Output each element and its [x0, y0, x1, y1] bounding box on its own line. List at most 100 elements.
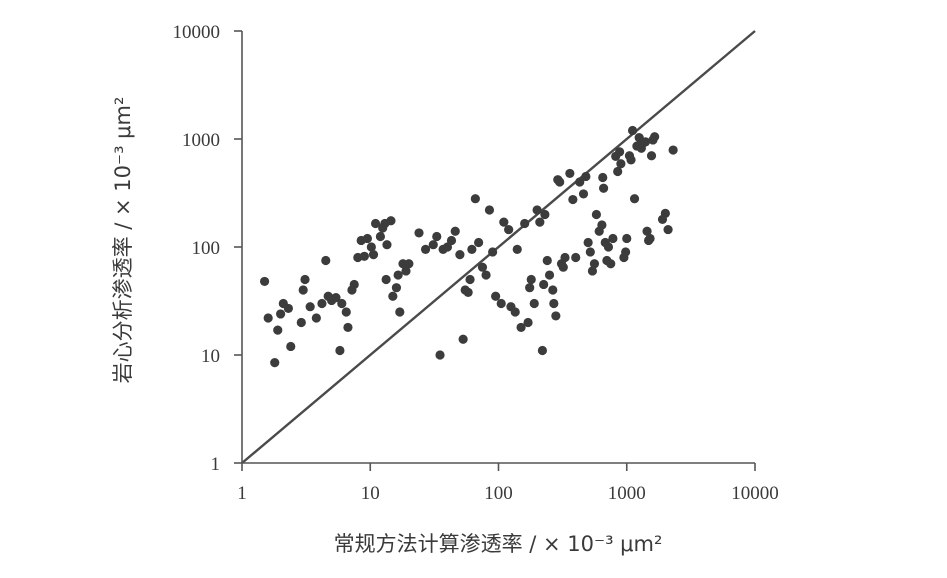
data-point	[298, 285, 308, 295]
x-tick-label: 100	[484, 483, 513, 504]
data-point	[504, 224, 514, 235]
y-tick-label: 10	[201, 346, 220, 367]
data-point	[598, 172, 608, 183]
data-point	[382, 240, 392, 250]
data-point	[458, 334, 468, 344]
data-point	[565, 168, 575, 179]
data-point	[608, 233, 618, 244]
data-point	[401, 266, 411, 276]
data-point	[477, 262, 488, 272]
y-tick-label: 10000	[173, 22, 221, 43]
data-point	[613, 166, 623, 177]
data-point	[542, 255, 552, 266]
y-tick-label: 100	[192, 238, 221, 259]
data-point	[526, 274, 536, 285]
data-point	[335, 345, 345, 356]
x-tick-label: 1000	[608, 483, 646, 504]
data-point	[393, 270, 403, 280]
data-point	[568, 194, 578, 205]
x-tick-label: 1	[237, 483, 247, 504]
data-point	[270, 358, 280, 368]
data-point	[496, 298, 506, 309]
data-point	[337, 298, 347, 309]
data-point	[414, 228, 424, 238]
data-point	[343, 322, 353, 333]
data-point	[581, 171, 591, 182]
data-point	[484, 205, 495, 215]
data-point	[388, 291, 398, 301]
data-point	[491, 291, 501, 301]
data-point	[540, 209, 550, 220]
data-point	[465, 274, 475, 285]
x-axis-ticks: 1 10 100 1000 10000	[237, 463, 779, 504]
data-point	[474, 237, 484, 248]
data-point	[467, 244, 477, 255]
data-point	[642, 226, 652, 236]
data-point	[548, 285, 558, 295]
data-point	[599, 183, 609, 193]
data-point	[321, 255, 331, 266]
data-point	[375, 231, 386, 242]
data-point	[532, 205, 542, 215]
data-point	[286, 341, 296, 352]
data-point	[523, 317, 533, 328]
data-point	[273, 325, 283, 335]
data-point	[381, 274, 391, 285]
data-point	[560, 252, 570, 263]
data-point	[488, 247, 498, 257]
data-point	[551, 311, 561, 321]
data-point	[603, 242, 614, 252]
data-point	[510, 307, 520, 317]
data-point	[349, 279, 359, 290]
data-point	[578, 189, 589, 199]
data-point	[435, 350, 445, 360]
data-point	[276, 309, 286, 319]
data-point	[370, 218, 381, 229]
data-point	[616, 159, 626, 169]
x-tick-label: 10	[361, 483, 380, 504]
data-point	[535, 217, 545, 227]
data-point	[640, 137, 651, 147]
y-axis-title: 岩心分析渗透率 / × 10⁻³ μm²	[111, 97, 135, 384]
x-tick-label: 10000	[731, 483, 779, 504]
data-point	[587, 266, 598, 276]
data-point	[663, 224, 673, 235]
data-point	[368, 250, 379, 260]
data-point	[395, 307, 405, 317]
data-point	[606, 259, 616, 269]
data-point	[432, 231, 442, 242]
data-point	[575, 177, 585, 187]
data-point	[585, 247, 595, 257]
data-point	[520, 218, 530, 229]
x-axis-title: 常规方法计算渗透率 / × 10⁻³ μm²	[334, 532, 663, 556]
data-point	[404, 259, 414, 269]
data-point	[341, 307, 351, 317]
data-point	[629, 194, 640, 204]
data-point	[391, 283, 402, 293]
data-point	[331, 293, 341, 303]
y-tick-label: 1	[211, 454, 221, 475]
data-point	[463, 287, 473, 297]
data-point	[537, 345, 548, 356]
data-point	[450, 226, 460, 236]
data-point	[544, 270, 555, 280]
data-points	[259, 125, 678, 368]
data-point	[366, 242, 376, 252]
data-point	[481, 270, 491, 280]
data-point	[539, 279, 549, 290]
data-point	[359, 251, 369, 261]
data-point	[571, 252, 581, 263]
data-point	[621, 247, 631, 257]
data-point	[525, 283, 535, 293]
data-point	[650, 132, 660, 142]
data-point	[305, 302, 315, 312]
data-point	[589, 259, 600, 269]
data-point	[317, 298, 327, 309]
data-point	[591, 209, 602, 220]
data-point	[499, 217, 509, 227]
data-point	[583, 237, 593, 248]
data-point	[311, 313, 321, 323]
data-point	[428, 240, 438, 250]
data-point	[470, 194, 480, 204]
